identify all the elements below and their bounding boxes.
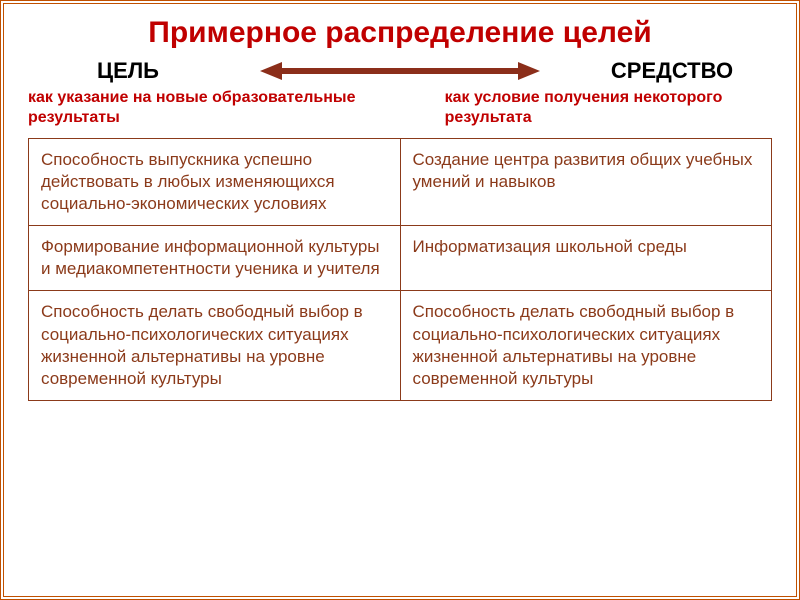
header-right-label: СРЕДСТВО [572,58,772,84]
header-sub-row: как указание на новые образовательные ре… [28,88,772,128]
table-row: Способность выпускника успешно действова… [29,139,772,226]
cell-means: Информатизация школьной среды [400,226,772,291]
cell-goal: Формирование информационной культуры и м… [29,226,401,291]
cell-means: Создание центра развития общих учебных у… [400,139,772,226]
goals-table: Способность выпускника успешно действова… [28,138,772,401]
cell-goal: Способность делать свободный выбор в соц… [29,291,401,400]
header-left-sub: как указание на новые образовательные ре… [28,88,385,128]
header-left-label: ЦЕЛЬ [28,58,228,84]
cell-goal: Способность выпускника успешно действова… [29,139,401,226]
cell-means: Способность делать свободный выбор в соц… [400,291,772,400]
header-row: ЦЕЛЬ СРЕДСТВО [28,58,772,84]
table-row: Формирование информационной культуры и м… [29,226,772,291]
page-title: Примерное распределение целей [28,16,772,50]
table-row: Способность делать свободный выбор в соц… [29,291,772,400]
header-right-sub: как условие получения некоторого результ… [445,88,772,128]
double-arrow-icon [228,60,572,82]
slide-frame: Примерное распределение целей ЦЕЛЬ СРЕДС… [0,0,800,600]
